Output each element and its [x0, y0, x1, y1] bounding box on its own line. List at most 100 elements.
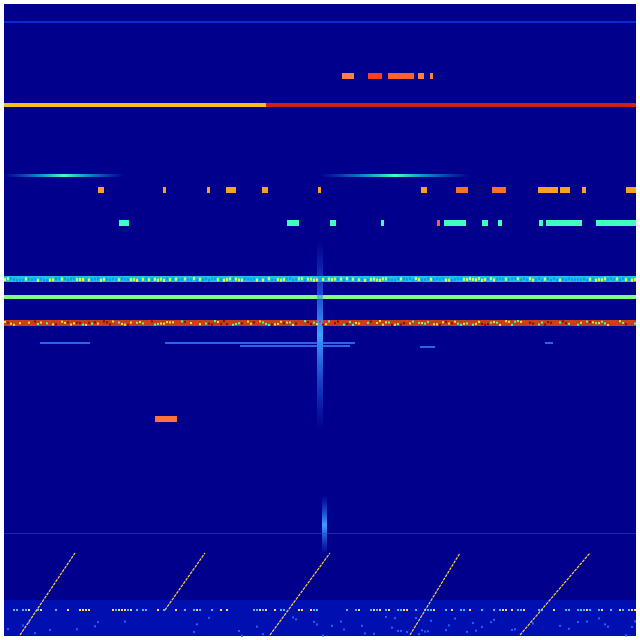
texture — [478, 320, 480, 323]
texture — [169, 321, 171, 324]
texture — [238, 630, 240, 633]
texture — [385, 615, 387, 618]
texture — [409, 322, 411, 325]
texture — [124, 323, 126, 326]
texture — [445, 629, 447, 632]
texture — [388, 278, 390, 282]
texture — [388, 609, 390, 611]
chirp — [19, 552, 76, 636]
texture — [22, 624, 24, 627]
texture — [358, 278, 360, 282]
texture — [445, 278, 447, 282]
texture — [418, 321, 420, 324]
signal-block — [368, 73, 382, 79]
texture — [397, 323, 399, 326]
texture — [472, 622, 474, 625]
texture — [202, 321, 204, 324]
texture — [121, 277, 123, 281]
texture — [487, 277, 489, 281]
texture — [313, 609, 315, 611]
texture — [583, 320, 585, 323]
texture — [154, 323, 156, 326]
texture — [238, 322, 240, 325]
texture — [442, 321, 444, 324]
texture — [316, 623, 318, 626]
texture — [325, 277, 327, 281]
texture — [298, 277, 300, 281]
texture — [535, 320, 537, 323]
texture — [598, 617, 600, 620]
texture — [301, 323, 303, 326]
texture — [16, 322, 18, 325]
texture — [358, 609, 360, 611]
texture — [520, 278, 522, 282]
texture — [97, 621, 99, 624]
texture — [52, 278, 54, 282]
texture — [412, 320, 414, 323]
texture — [142, 609, 144, 611]
texture — [331, 278, 333, 282]
texture — [370, 277, 372, 281]
texture — [130, 321, 132, 324]
texture — [469, 323, 471, 326]
texture — [295, 322, 297, 325]
texture — [211, 277, 213, 281]
texture — [424, 630, 426, 633]
texture — [310, 323, 312, 326]
texture — [49, 628, 51, 631]
texture — [304, 278, 306, 282]
texture — [574, 278, 576, 282]
texture — [37, 609, 39, 611]
texture — [619, 278, 621, 282]
texture — [91, 277, 93, 281]
texture — [49, 278, 51, 282]
texture — [82, 323, 84, 326]
texture — [277, 322, 279, 325]
texture — [490, 621, 492, 624]
chirp — [409, 552, 461, 636]
texture — [133, 320, 135, 323]
texture — [208, 322, 210, 325]
texture — [67, 278, 69, 282]
texture — [4, 277, 6, 281]
texture — [628, 320, 630, 323]
texture — [493, 278, 495, 282]
texture — [136, 609, 138, 611]
texture — [37, 278, 39, 282]
texture — [211, 323, 213, 326]
texture — [625, 323, 627, 326]
texture — [22, 278, 24, 282]
texture — [583, 277, 585, 281]
signal-block — [430, 73, 433, 79]
texture — [295, 618, 297, 621]
texture — [595, 278, 597, 282]
texture — [124, 609, 126, 611]
texture — [445, 609, 447, 611]
texture — [55, 277, 57, 281]
texture — [517, 277, 519, 281]
texture — [160, 277, 162, 281]
texture — [328, 277, 330, 281]
texture — [145, 277, 147, 281]
texture — [40, 321, 42, 324]
texture — [262, 321, 264, 324]
tone-band — [266, 103, 636, 107]
texture — [406, 631, 408, 634]
texture — [460, 609, 462, 611]
texture — [541, 278, 543, 282]
texture — [223, 320, 225, 323]
texture — [19, 278, 21, 282]
texture — [145, 320, 147, 323]
texture — [469, 609, 471, 611]
texture — [607, 277, 609, 281]
texture — [622, 277, 624, 281]
texture — [532, 278, 534, 282]
texture — [181, 320, 183, 323]
texture — [118, 609, 120, 611]
texture — [268, 323, 270, 326]
texture — [430, 323, 432, 326]
texture — [556, 321, 558, 324]
texture — [178, 278, 180, 282]
texture — [193, 277, 195, 281]
texture — [568, 627, 570, 630]
